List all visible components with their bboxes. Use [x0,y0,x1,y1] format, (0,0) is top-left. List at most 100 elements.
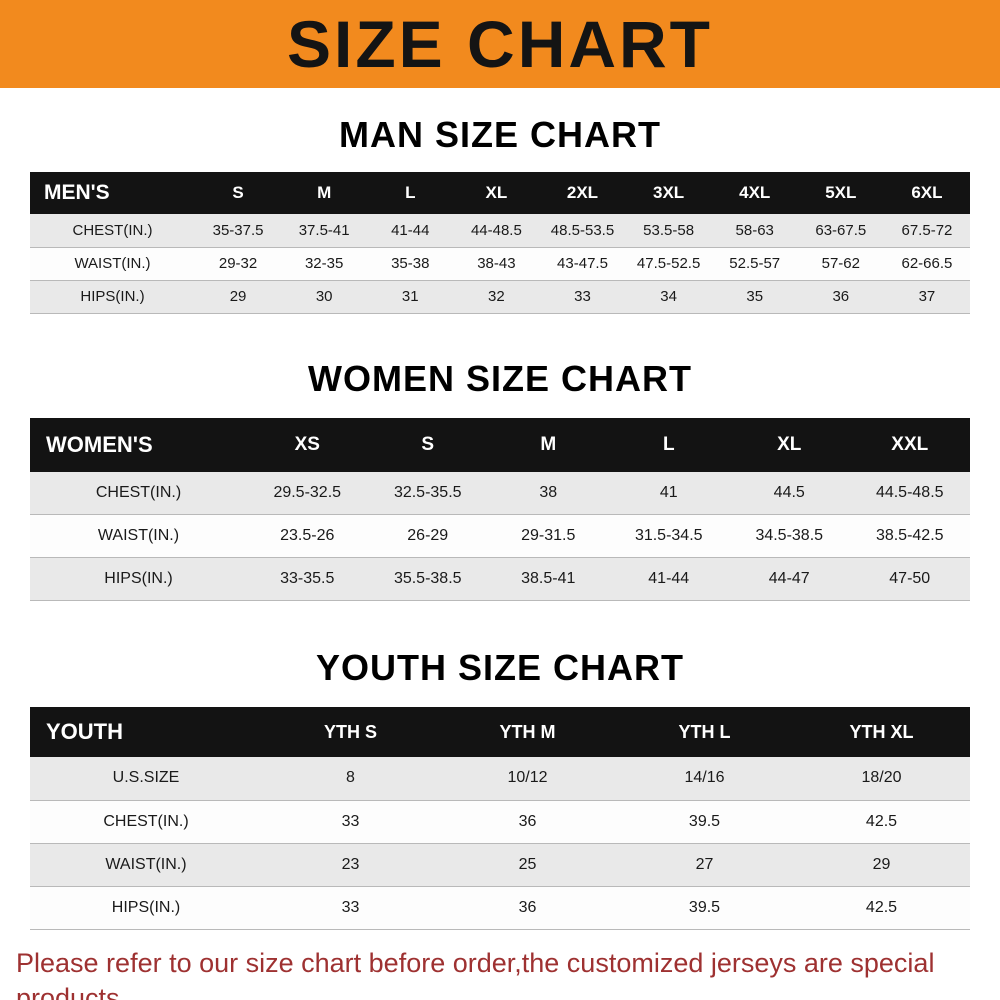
table-cell: 35-37.5 [212,221,264,239]
table-cell: 29 [872,855,891,873]
table-row: WAIST(IN.) 23 25 27 29 [30,843,970,886]
table-cell: 58-63 [735,221,774,239]
table-cell: 32 [488,288,505,305]
table-cell: 37.5-41 [298,221,350,239]
table-cell: 18/20 [861,769,902,787]
table-header-row: YOUTH YTH S YTH M YTH L YTH XL [30,707,970,757]
table-cell: 35 [746,288,764,305]
table-cell: 31 [401,288,419,305]
table-cell: 33 [574,288,591,305]
row-label: HIPS(IN.) [111,898,181,916]
row-label: WAIST(IN.) [105,855,187,873]
size-column-header: L [608,417,729,472]
table-cell: 32-35 [304,255,344,272]
table-row: HIPS(IN.) 33 36 39.5 42.5 [30,886,970,929]
table-cell: 38.5-42.5 [875,527,944,544]
table-corner-label: WOMEN'S [30,417,247,472]
size-column-header: 3XL [625,172,712,214]
size-column-header: M [281,172,368,214]
size-column-header: L [367,172,454,214]
table-cell: 43-47.5 [557,255,608,272]
table-cell: 34.5-38.5 [755,527,824,544]
table-cell: 31.5-34.5 [634,527,703,544]
table-cell: 29-31.5 [521,527,576,544]
size-column-header: 4XL [711,172,798,214]
table-cell: 41-44 [648,570,690,587]
table-cell: 57-62 [821,255,860,272]
table-header-row: MEN'S S M L XL 2XL 3XL 4XL 5XL 6XL [30,172,970,214]
table-cell: 33 [341,898,360,916]
table-cell: 67.5-72 [901,221,953,239]
table-header-row: WOMEN'S XS S M L XL XXL [30,417,970,472]
table-cell: 23.5-26 [280,527,335,544]
table-cell: 30 [315,288,333,305]
row-label: CHEST(IN.) [72,221,153,239]
youth-section-heading: YOUTH SIZE CHART [315,647,684,688]
table-cell: 44-48.5 [470,221,522,239]
table-cell: 36 [518,898,537,916]
table-cell: 41 [659,483,678,501]
table-row: WAIST(IN.) 23.5-26 26-29 29-31.5 31.5-34.5 34… [30,514,970,558]
table-cell: 23 [341,855,360,873]
table-cell: 41-44 [391,221,430,239]
table-cell: 48.5-53.5 [550,221,615,239]
size-column-header: YTH L [616,707,793,757]
women-size-table: WOMEN'S XS S M L XL XXL CHEST(IN.) 29.5-32.5 32.5… [30,417,970,602]
page-title: SIZE CHART [287,7,713,81]
row-label: CHEST(IN.) [95,483,182,501]
table-cell: 34 [660,288,677,305]
row-label: HIPS(IN.) [104,570,173,587]
table-cell: 53.5-58 [643,221,695,239]
size-column-header: XS [247,417,368,472]
table-cell: 44.5 [773,483,805,501]
table-cell: 52.5-57 [729,255,781,272]
size-column-header: 6XL [883,172,970,214]
men-section-heading: MAN SIZE CHART [339,114,661,155]
table-cell: 26-29 [407,527,449,544]
table-cell: 29 [229,288,247,305]
table-cell: 27 [695,855,714,873]
size-column-header: 5XL [797,172,884,214]
table-cell: 8 [346,769,355,787]
table-cell: 14/16 [684,769,725,787]
row-label: CHEST(IN.) [103,812,189,830]
size-column-header: XL [453,172,540,214]
table-row: CHEST(IN.) 33 36 39.5 42.5 [30,800,970,843]
table-cell: 25 [518,855,537,873]
table-cell: 39.5 [688,812,721,830]
size-column-header: YTH XL [793,707,970,757]
table-row: U.S.SIZE 8 10/12 14/16 18/20 [30,757,970,800]
table-cell: 29-32 [218,255,258,272]
men-size-section: MAN SIZE CHART MEN'S S M L XL 2XL 3XL 4XL 5XL 6XL… [0,114,1000,314]
table-cell: 38-43 [477,255,516,272]
table-cell: 39.5 [688,898,721,916]
table-row: CHEST(IN.) 29.5-32.5 32.5-35.5 38 41 44.5 44.5… [30,471,970,515]
table-cell: 36 [832,288,850,305]
table-cell: 32.5-35.5 [393,483,462,501]
women-section-heading: WOMEN SIZE CHART [308,357,692,399]
table-cell: 47.5-52.5 [636,255,701,272]
youth-size-table: YOUTH YTH S YTH M YTH L YTH XL U.S.SIZE 8 10/12… [30,707,970,930]
table-cell: 35.5-38.5 [393,570,462,587]
table-cell: 33-35.5 [280,570,335,587]
size-column-header: YTH M [439,707,616,757]
men-size-table: MEN'S S M L XL 2XL 3XL 4XL 5XL 6XL CHEST(IN.) 35-37… [30,172,970,314]
table-cell: 29.5-32.5 [273,483,342,501]
row-label: WAIST(IN.) [74,255,151,272]
size-column-header: 2XL [539,172,626,214]
table-cell: 37 [918,288,936,305]
disclaimer: Please refer to our size chart before or… [16,946,986,1000]
size-column-header: XL [729,417,850,472]
table-row: CHEST(IN.) 35-37.5 37.5-41 41-44 44-48.5 48.5… [30,214,970,247]
table-corner-label: MEN'S [30,172,195,214]
table-cell: 44.5-48.5 [875,483,944,501]
table-cell: 38.5-41 [521,570,576,587]
table-cell: 47-50 [889,570,931,587]
table-cell: 10/12 [507,769,548,787]
table-row: HIPS(IN.) 29 30 31 32 33 34 35 36 37 [30,280,970,313]
table-cell: 38 [539,483,558,501]
table-cell: 42.5 [865,898,898,916]
women-size-section: WOMEN SIZE CHART WOMEN'S XS S M L XL XXL CHEST(… [0,358,1000,602]
table-cell: 63-67.5 [815,221,867,239]
